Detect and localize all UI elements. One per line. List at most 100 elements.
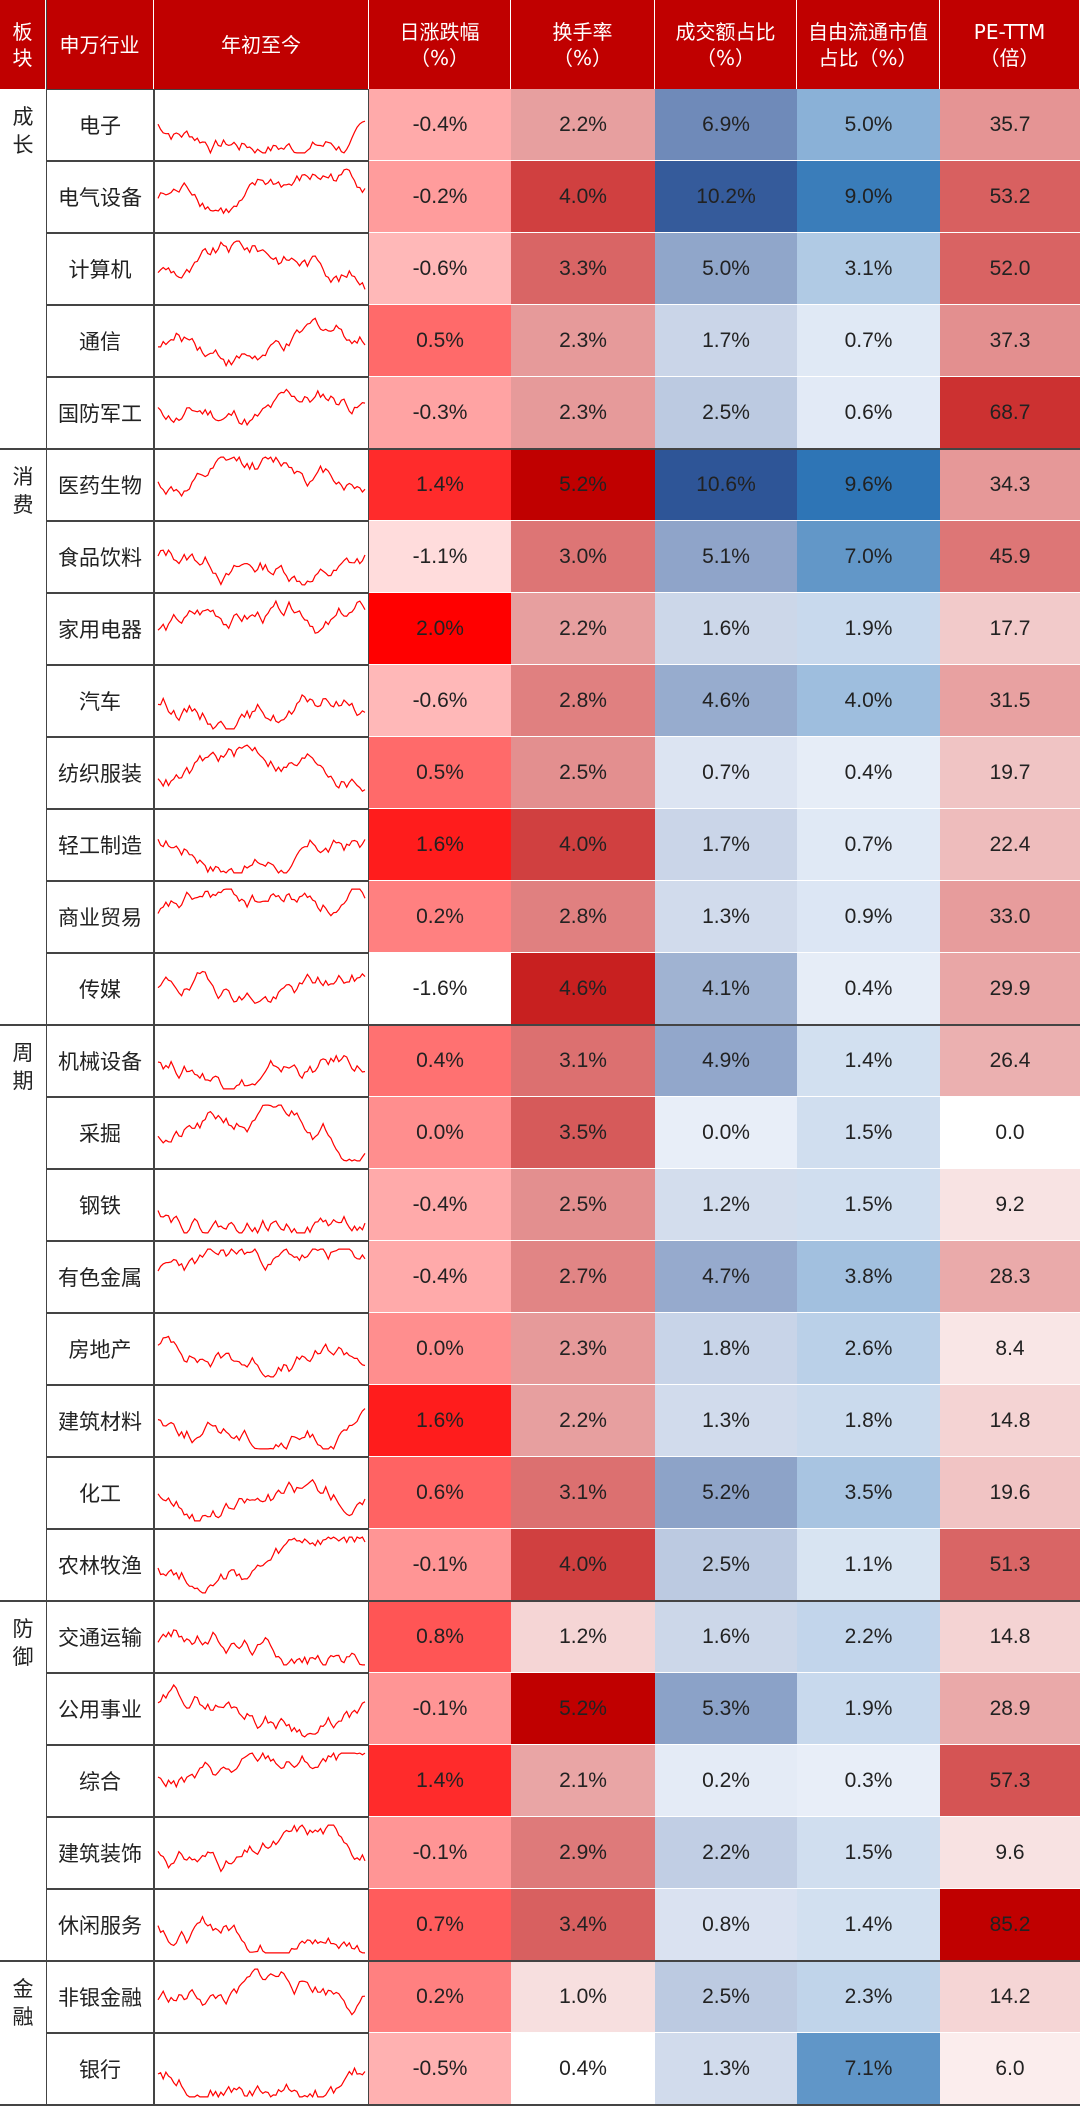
pe-ttm-cell: 14.8 [940,1385,1080,1457]
pe-ttm-cell: 31.5 [940,665,1080,737]
sparkline-line [157,1104,366,1162]
pe-ttm-cell: 8.4 [940,1313,1080,1385]
volume-share-cell: 5.1% [655,521,797,593]
volume-share-cell: 0.2% [655,1745,797,1817]
pe-ttm-cell: 57.3 [940,1745,1080,1817]
volume-share-cell: 0.8% [655,1889,797,1961]
industry-name: 传媒 [46,953,154,1025]
sparkline-svg [157,1478,366,1522]
pe-ttm-cell: 22.4 [940,809,1080,881]
block-label: 金融 [0,1961,46,2105]
pe-ttm-cell: 85.2 [940,1889,1080,1961]
industry-name: 国防军工 [46,377,154,449]
turnover-cell: 2.5% [511,1169,655,1241]
header-turnover-line-0: 换手率 [552,19,613,44]
industry-name: 汽车 [46,665,154,737]
pe-ttm-cell: 6.0 [940,2033,1080,2105]
pe-ttm-cell: 35.7 [940,89,1080,161]
header-turnover-line-1: （%） [552,45,612,70]
sparkline-line [157,1210,366,1235]
daily-change-cell: -0.6% [369,233,511,305]
volume-share-cell: 1.3% [655,2033,797,2105]
daily-change-cell: -0.5% [369,2033,511,2105]
ytd-sparkline [154,1241,369,1313]
sparkline-line [157,1478,366,1522]
pe-ttm-cell: 17.7 [940,593,1080,665]
ytd-sparkline [154,1313,369,1385]
sparkline-line [157,1968,366,2016]
sparkline-svg [157,548,366,586]
block-label: 周期 [0,1025,46,1601]
float-mcap-share-cell: 1.9% [797,593,940,665]
turnover-cell: 3.0% [511,521,655,593]
volume-share-cell: 1.3% [655,1385,797,1457]
ytd-sparkline [154,665,369,737]
turnover-cell: 2.8% [511,881,655,953]
daily-change-cell: -0.1% [369,1817,511,1889]
float-mcap-share-cell: 0.9% [797,881,940,953]
daily-change-cell: 0.0% [369,1097,511,1169]
sparkline-svg [157,1335,366,1378]
sparkline-line [157,548,366,586]
float-mcap-share-cell: 3.8% [797,1241,940,1313]
float-mcap-share-cell: 3.1% [797,233,940,305]
sparkline-line [157,970,366,1005]
float-mcap-share-cell: 2.2% [797,1601,940,1673]
sparkline-svg [157,1210,366,1235]
sparkline-svg [158,317,366,368]
sparkline-line [157,1629,365,1666]
sparkline-line [157,455,366,498]
float-mcap-share-cell: 1.4% [797,1025,940,1097]
float-mcap-share-cell: 1.5% [797,1097,940,1169]
volume-share-cell: 1.3% [655,881,797,953]
ytd-sparkline [154,1457,369,1529]
pe-ttm-cell: 19.6 [940,1457,1080,1529]
turnover-cell: 2.3% [511,305,655,377]
float-mcap-share-cell: 7.0% [797,521,940,593]
sparkline-line [157,120,366,155]
daily-change-cell: -0.1% [369,1529,511,1601]
sparkline-svg [157,2066,366,2099]
turnover-cell: 1.0% [511,1961,655,2033]
header-block-line-0: 板 [12,19,33,44]
pe-ttm-cell: 33.0 [940,881,1080,953]
turnover-cell: 4.0% [511,809,655,881]
ytd-sparkline [154,593,369,665]
float-mcap-share-cell: 1.4% [797,1889,940,1961]
industry-name: 采掘 [46,1097,154,1169]
turnover-cell: 2.9% [511,1817,655,1889]
daily-change-cell: -1.1% [369,521,511,593]
ytd-sparkline [154,521,369,593]
pe-ttm-cell: 68.7 [940,377,1080,449]
daily-change-cell: -0.2% [369,161,511,233]
pe-ttm-cell: 51.3 [940,1529,1080,1601]
sparkline-line [157,1751,366,1789]
block-label-char: 期 [12,1069,34,1093]
sparkline-line [157,2066,366,2099]
ytd-sparkline [154,953,369,1025]
daily-change-cell: -0.1% [369,1673,511,1745]
float-mcap-share-cell: 0.6% [797,377,940,449]
pe-ttm-cell: 53.2 [940,161,1080,233]
header-pe-ttm: PE-TTM （倍） [940,0,1080,89]
group-divider [0,448,1080,450]
float-mcap-share-cell: 2.6% [797,1313,940,1385]
sparkline-svg [157,168,366,215]
block-label-char: 长 [12,133,34,157]
pe-ttm-cell: 14.2 [940,1961,1080,2033]
industry-name: 非银金融 [46,1961,154,2033]
sparkline-line [157,1054,366,1090]
float-mcap-share-cell: 9.6% [797,449,940,521]
daily-change-cell: 0.5% [369,305,511,377]
header-daily-change-line-0: 日涨跌幅 [399,19,480,44]
volume-share-cell: 2.5% [655,1961,797,2033]
daily-change-cell: -0.6% [369,665,511,737]
header-daily-change-line-1: （%） [409,45,469,70]
pe-ttm-cell: 34.3 [940,449,1080,521]
sparkline-svg [157,1915,366,1954]
daily-change-cell: 1.4% [369,449,511,521]
sparkline-svg [157,1751,366,1789]
turnover-cell: 3.3% [511,233,655,305]
industry-name: 商业贸易 [46,881,154,953]
sparkline-line [157,1915,366,1954]
